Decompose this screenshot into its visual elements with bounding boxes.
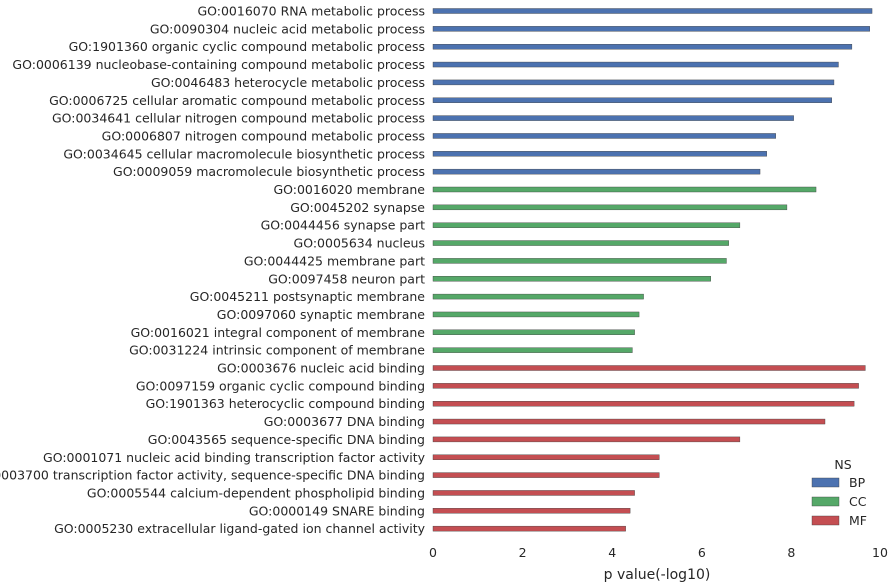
x-tick-label: 8 bbox=[787, 545, 795, 560]
bar-mf bbox=[432, 472, 660, 478]
bar-mf bbox=[432, 454, 660, 460]
bar-bp bbox=[432, 79, 835, 86]
legend-title: NS bbox=[834, 457, 851, 472]
category-label: GO:0016020 membrane bbox=[273, 182, 425, 197]
bar-bp bbox=[432, 26, 870, 32]
legend-label-mf: MF bbox=[849, 513, 867, 528]
legend-swatch-cc bbox=[811, 496, 840, 507]
bar-mf bbox=[432, 383, 859, 389]
category-label: GO:0006725 cellular aromatic compound me… bbox=[49, 93, 425, 108]
category-label: GO:0044425 membrane part bbox=[244, 253, 425, 268]
bar-cc bbox=[432, 204, 788, 211]
category-label: GO:0043565 sequence-specific DNA binding bbox=[148, 432, 425, 447]
bar-bp bbox=[432, 44, 853, 50]
bar-bp bbox=[432, 133, 776, 139]
category-label: GO:1901363 heterocyclic compound binding bbox=[146, 396, 425, 411]
legend-label-bp: BP bbox=[849, 475, 866, 490]
category-labels: GO:0016070 RNA metabolic process GO:00903… bbox=[0, 4, 426, 537]
category-label: GO:0097159 organic cyclic compound bindi… bbox=[136, 378, 425, 393]
bar-cc bbox=[432, 186, 817, 193]
bar-cc bbox=[432, 276, 711, 282]
legend-swatch-mf bbox=[811, 515, 840, 526]
category-label: GO:0016070 RNA metabolic process bbox=[197, 4, 425, 19]
category-label: GO:0090304 nucleic acid metabolic proces… bbox=[150, 21, 425, 36]
x-tick-label: 4 bbox=[608, 545, 616, 560]
bar-mf bbox=[432, 490, 635, 496]
bar-bp bbox=[432, 8, 873, 14]
x-tick-label: 0 bbox=[429, 545, 437, 560]
x-tick-label: 10 bbox=[872, 545, 888, 560]
category-label: GO:0045202 synapse bbox=[290, 200, 425, 215]
category-label: GO:0003700 transcription factor activity… bbox=[0, 468, 425, 483]
category-label: GO:0003676 nucleic acid binding bbox=[217, 361, 425, 376]
category-label: GO:0009059 macromolecule biosynthetic pr… bbox=[113, 164, 425, 179]
category-label: GO:0097458 neuron part bbox=[268, 271, 425, 286]
category-label: GO:1901360 organic cyclic compound metab… bbox=[69, 39, 425, 54]
category-label: GO:0003677 DNA binding bbox=[264, 414, 425, 429]
bar-bp bbox=[432, 115, 794, 121]
category-label: GO:0005544 calcium-dependent phospholipi… bbox=[87, 485, 425, 500]
x-tick-label: 2 bbox=[519, 545, 527, 560]
category-label: GO:0005230 extracellular ligand-gated io… bbox=[54, 521, 426, 536]
bar-cc bbox=[432, 258, 727, 264]
legend-label-cc: CC bbox=[849, 494, 867, 509]
bar-mf bbox=[432, 401, 855, 407]
bar-mf bbox=[432, 365, 866, 371]
x-tick-label: 6 bbox=[698, 545, 706, 560]
bar-cc bbox=[432, 222, 741, 228]
bar-mf bbox=[432, 436, 741, 443]
bar-mf bbox=[432, 418, 826, 425]
bar-mf bbox=[432, 508, 631, 514]
bar-bp bbox=[432, 97, 832, 103]
category-label: GO:0046483 heterocycle metabolic process bbox=[151, 75, 425, 90]
category-label: GO:0045211 postsynaptic membrane bbox=[190, 289, 426, 304]
category-label: GO:0097060 synaptic membrane bbox=[217, 307, 426, 322]
bar-bp bbox=[432, 61, 839, 68]
category-label: GO:0000149 SNARE binding bbox=[249, 503, 425, 518]
bar-cc bbox=[432, 293, 644, 300]
bar-cc bbox=[432, 240, 729, 246]
bar-cc bbox=[432, 347, 633, 353]
category-label: GO:0044456 synapse part bbox=[261, 218, 425, 233]
category-label: GO:0031224 intrinsic component of membra… bbox=[129, 343, 425, 358]
bar-bp bbox=[432, 151, 767, 157]
category-label: GO:0034645 cellular macromolecule biosyn… bbox=[63, 146, 425, 161]
x-axis-title: p value(-log10) bbox=[604, 567, 711, 583]
category-label: GO:0006807 nitrogen compound metabolic p… bbox=[102, 128, 425, 143]
x-axis: 0 2 4 6 8 10 bbox=[429, 545, 888, 560]
category-label: GO:0006139 nucleobase-containing compoun… bbox=[12, 57, 425, 72]
category-label: GO:0001071 nucleic acid binding transcri… bbox=[43, 450, 426, 465]
bar-cc bbox=[432, 329, 635, 335]
category-label: GO:0016021 integral component of membran… bbox=[131, 325, 426, 340]
bar-mf bbox=[432, 525, 626, 532]
bars-layer bbox=[432, 8, 873, 532]
bar-bp bbox=[432, 168, 761, 175]
category-label: GO:0005634 nucleus bbox=[294, 236, 425, 251]
legend: NS BP CC MF bbox=[811, 457, 867, 528]
category-label: GO:0034641 cellular nitrogen compound me… bbox=[52, 111, 425, 126]
bar-cc bbox=[432, 311, 640, 318]
legend-swatch-bp bbox=[811, 477, 840, 488]
